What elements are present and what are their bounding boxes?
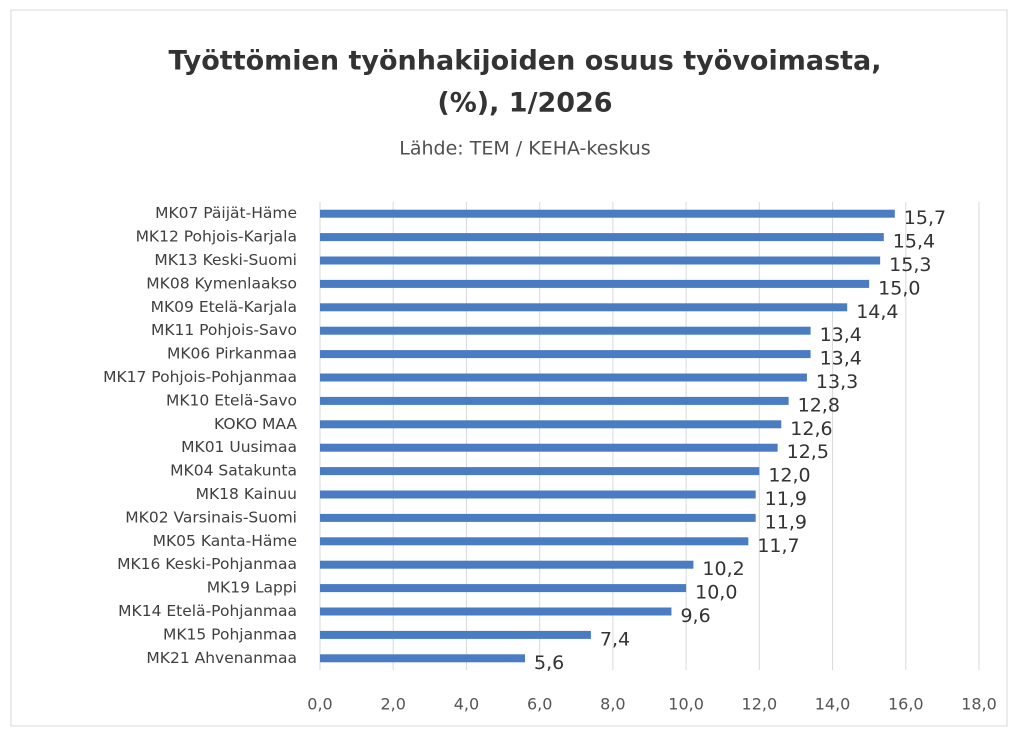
- bar: [320, 584, 687, 593]
- bar: [320, 256, 881, 265]
- bar: [320, 490, 756, 499]
- value-label: 12,0: [768, 465, 810, 487]
- y-tick-label: MK14 Etelä-Pohjanmaa: [118, 602, 297, 620]
- bar: [320, 560, 694, 569]
- y-tick-label: MK13 Keski-Suomi: [154, 251, 297, 269]
- y-tick-label: MK04 Satakunta: [170, 462, 297, 480]
- y-tick-label: MK17 Pohjois-Pohjanmaa: [103, 368, 297, 386]
- bar: [320, 303, 848, 312]
- bar: [320, 607, 672, 616]
- value-label: 10,2: [702, 558, 744, 580]
- value-label: 7,4: [600, 628, 630, 650]
- y-tick-label: MK07 Päijät-Häme: [155, 204, 297, 222]
- bar: [320, 537, 749, 546]
- chart-title: Työttömien työnhakijoiden osuus työvoima…: [168, 46, 881, 77]
- value-label: 11,9: [765, 488, 807, 510]
- value-label: 12,5: [787, 441, 829, 463]
- y-tick-label: MK12 Pohjois-Karjala: [136, 228, 297, 246]
- bar: [320, 513, 756, 522]
- x-tick-label: 18,0: [961, 695, 997, 714]
- bar: [320, 209, 895, 218]
- value-label: 15,3: [889, 254, 931, 276]
- y-tick-label: MK18 Kainuu: [196, 485, 297, 503]
- bar: [320, 326, 811, 335]
- y-tick-label: MK09 Etelä-Karjala: [151, 298, 297, 316]
- bar: [320, 420, 782, 429]
- x-tick-label: 6,0: [527, 695, 552, 714]
- bar: [320, 233, 884, 242]
- y-tick-label: MK21 Ahvenanmaa: [146, 649, 297, 667]
- bar: [320, 373, 807, 382]
- y-tick-label: MK15 Pohjanmaa: [163, 625, 297, 643]
- chart-subtitle: Lähde: TEM / KEHA-keskus: [399, 138, 650, 160]
- bar: [320, 396, 789, 405]
- bar: [320, 443, 778, 452]
- value-label: 11,7: [757, 535, 799, 557]
- value-label: 15,4: [893, 231, 935, 253]
- value-label: 11,9: [765, 511, 807, 533]
- chart-title: (%), 1/2026: [437, 88, 612, 119]
- y-tick-label: MK16 Keski-Pohjanmaa: [117, 555, 297, 573]
- value-label: 9,6: [680, 605, 710, 627]
- value-label: 13,3: [816, 371, 858, 393]
- x-tick-label: 8,0: [600, 695, 625, 714]
- bar: [320, 350, 811, 359]
- y-tick-label: KOKO MAA: [214, 415, 297, 433]
- bar: [320, 467, 760, 476]
- value-label: 14,4: [856, 301, 898, 323]
- bar: [320, 279, 870, 288]
- value-label: 13,4: [820, 324, 862, 346]
- x-tick-label: 12,0: [742, 695, 778, 714]
- y-tick-label: MK05 Kanta-Häme: [153, 532, 297, 550]
- value-label: 10,0: [695, 582, 737, 604]
- y-tick-label: MK08 Kymenlaakso: [146, 274, 297, 292]
- x-tick-label: 2,0: [380, 695, 405, 714]
- y-tick-label: MK01 Uusimaa: [181, 438, 297, 456]
- y-tick-label: MK19 Lappi: [207, 579, 297, 597]
- bar: [320, 654, 526, 663]
- value-label: 5,6: [534, 652, 564, 674]
- x-tick-label: 16,0: [888, 695, 924, 714]
- x-tick-label: 4,0: [454, 695, 479, 714]
- y-tick-label: MK10 Etelä-Savo: [166, 391, 297, 409]
- value-label: 12,6: [790, 418, 832, 440]
- y-tick-label: MK06 Pirkanmaa: [167, 345, 297, 363]
- value-label: 12,8: [798, 394, 840, 416]
- chart-border: [10, 9, 1008, 727]
- x-tick-label: 14,0: [815, 695, 851, 714]
- x-tick-label: 0,0: [307, 695, 332, 714]
- y-tick-label: MK11 Pohjois-Savo: [151, 321, 297, 339]
- value-label: 15,0: [878, 277, 920, 299]
- x-tick-label: 10,0: [668, 695, 704, 714]
- value-label: 15,7: [904, 207, 946, 229]
- y-tick-label: MK02 Varsinais-Suomi: [125, 508, 297, 526]
- bar: [320, 630, 591, 639]
- value-label: 13,4: [820, 348, 862, 370]
